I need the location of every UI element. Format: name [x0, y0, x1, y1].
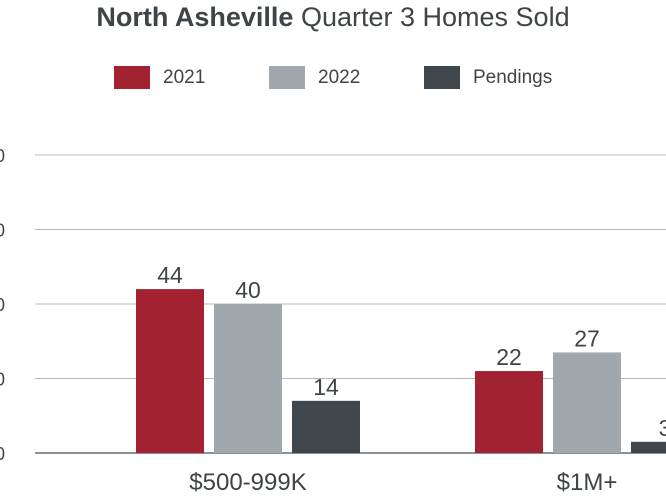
chart-title-rest: Quarter 3 Homes Sold	[300, 2, 570, 32]
chart-title: North Asheville Quarter 3 Homes Sold	[0, 2, 666, 33]
y-tick-label: 20	[0, 370, 5, 390]
bar-value-label: 14	[313, 374, 339, 400]
y-tick-label: 0	[0, 444, 5, 464]
bar-value-label: 27	[574, 325, 600, 351]
bar-value-label: 3	[659, 415, 666, 441]
legend-swatch-2021	[114, 66, 150, 89]
bar	[475, 371, 543, 453]
legend-swatch-2022	[269, 66, 305, 89]
chart-title-bold: North Asheville	[96, 2, 294, 32]
bar-value-label: 44	[157, 262, 183, 288]
bar	[631, 441, 666, 453]
legend: 2021 2022 Pendings	[0, 66, 666, 92]
legend-label-pendings: Pendings	[473, 67, 553, 88]
legend-label-2022: 2022	[318, 67, 361, 88]
legend-swatch-pendings	[424, 66, 460, 89]
legend-label-2021: 2021	[163, 67, 206, 88]
x-category-label: $500-999K	[189, 469, 306, 496]
bar	[136, 289, 204, 453]
y-tick-label: 40	[0, 295, 5, 315]
bar	[553, 352, 621, 453]
y-tick-label: 60	[0, 221, 5, 241]
y-tick-label: 80	[0, 146, 5, 166]
bar-value-label: 40	[235, 277, 261, 303]
x-category-label: $1M+	[557, 469, 618, 496]
bar	[292, 400, 360, 453]
bar	[214, 304, 282, 453]
bar-value-label: 22	[496, 344, 522, 370]
